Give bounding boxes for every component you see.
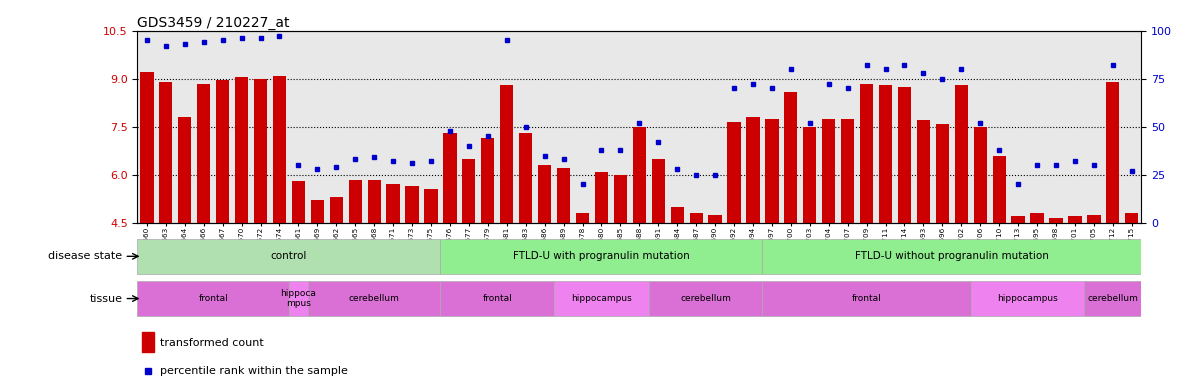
Text: frontal: frontal xyxy=(198,294,228,303)
Bar xyxy=(841,119,854,223)
Bar xyxy=(443,133,456,223)
Bar xyxy=(441,239,762,274)
Bar xyxy=(349,180,362,223)
Bar xyxy=(1084,281,1141,316)
Text: control: control xyxy=(271,251,307,262)
Bar xyxy=(614,175,627,223)
Bar xyxy=(974,127,987,223)
Bar xyxy=(386,184,400,223)
Bar xyxy=(803,127,816,223)
Text: hippoca
mpus: hippoca mpus xyxy=(281,289,317,308)
Bar xyxy=(917,120,930,223)
Bar xyxy=(955,85,968,223)
Bar xyxy=(690,213,703,223)
Bar xyxy=(970,281,1084,316)
Bar xyxy=(651,159,664,223)
Bar xyxy=(140,72,153,223)
Bar xyxy=(137,239,441,274)
Bar xyxy=(1087,215,1101,223)
Bar xyxy=(330,197,343,223)
Bar xyxy=(272,76,286,223)
Bar xyxy=(936,124,949,223)
Bar xyxy=(235,77,249,223)
Text: cerebellum: cerebellum xyxy=(349,294,399,303)
Bar xyxy=(993,156,1006,223)
Bar xyxy=(860,84,874,223)
Text: frontal: frontal xyxy=(852,294,882,303)
Bar xyxy=(368,180,381,223)
Bar xyxy=(649,281,762,316)
Bar xyxy=(784,91,797,223)
Bar xyxy=(308,281,441,316)
Bar xyxy=(441,281,554,316)
Text: FTLD-U with progranulin mutation: FTLD-U with progranulin mutation xyxy=(513,251,690,262)
Bar xyxy=(178,117,191,223)
Bar xyxy=(482,138,495,223)
Bar xyxy=(292,181,305,223)
Bar xyxy=(462,159,476,223)
Bar xyxy=(576,213,589,223)
Bar xyxy=(253,79,268,223)
Bar xyxy=(538,165,551,223)
Bar xyxy=(595,172,608,223)
Bar xyxy=(878,85,893,223)
Bar xyxy=(501,85,514,223)
Bar xyxy=(424,189,437,223)
Bar xyxy=(405,186,418,223)
Bar xyxy=(311,200,324,223)
Bar xyxy=(1068,216,1081,223)
Bar xyxy=(142,332,154,353)
Bar xyxy=(216,80,229,223)
Bar xyxy=(747,117,760,223)
Text: frontal: frontal xyxy=(483,294,513,303)
Text: FTLD-U without progranulin mutation: FTLD-U without progranulin mutation xyxy=(854,251,1049,262)
Text: percentile rank within the sample: percentile rank within the sample xyxy=(159,366,348,376)
Bar xyxy=(762,281,970,316)
Text: cerebellum: cerebellum xyxy=(1087,294,1139,303)
Text: cerebellum: cerebellum xyxy=(680,294,731,303)
Text: disease state: disease state xyxy=(48,251,122,262)
Bar xyxy=(762,239,1141,274)
Bar xyxy=(554,281,649,316)
Text: transformed count: transformed count xyxy=(159,338,263,348)
Bar xyxy=(709,215,722,223)
Bar xyxy=(670,207,684,223)
Text: hippocampus: hippocampus xyxy=(571,294,632,303)
Bar xyxy=(159,82,172,223)
Bar xyxy=(632,127,646,223)
Bar xyxy=(728,122,741,223)
Bar xyxy=(822,119,835,223)
Text: hippocampus: hippocampus xyxy=(997,294,1058,303)
Bar xyxy=(1107,82,1120,223)
Bar xyxy=(197,84,210,223)
Bar xyxy=(765,119,778,223)
Bar xyxy=(289,281,308,316)
Bar xyxy=(137,281,289,316)
Bar xyxy=(1049,218,1062,223)
Bar xyxy=(557,168,570,223)
Bar xyxy=(1011,216,1025,223)
Bar xyxy=(1126,213,1139,223)
Bar xyxy=(897,87,911,223)
Text: GDS3459 / 210227_at: GDS3459 / 210227_at xyxy=(137,16,290,30)
Text: tissue: tissue xyxy=(90,293,122,304)
Bar xyxy=(519,133,532,223)
Bar xyxy=(1030,213,1043,223)
